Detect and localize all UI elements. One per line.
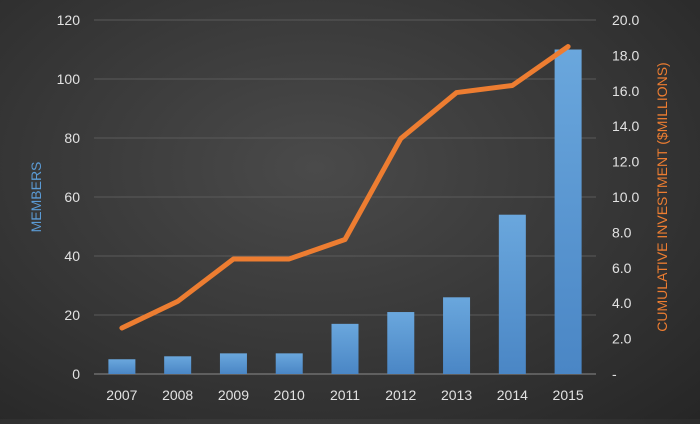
y-axis-left-title: MEMBERS — [28, 162, 44, 233]
bar-2013 — [443, 297, 470, 374]
right-tick-label: 14.0 — [612, 118, 639, 134]
right-tick-label: 2.0 — [612, 331, 632, 347]
right-tick-label: 4.0 — [612, 295, 632, 311]
left-tick-label: 60 — [64, 189, 80, 205]
x-tick-label: 2009 — [218, 387, 249, 403]
bar-2014 — [499, 215, 526, 374]
left-tick-label: 40 — [64, 248, 80, 264]
x-tick-label: 2011 — [330, 387, 360, 403]
right-tick-label: 12.0 — [612, 154, 639, 170]
right-tick-label: 6.0 — [612, 260, 632, 276]
left-tick-label: 0 — [72, 366, 80, 382]
bar-series — [108, 50, 581, 375]
bar-2009 — [220, 353, 247, 374]
bar-2010 — [276, 353, 303, 374]
left-tick-label: 80 — [64, 130, 80, 146]
right-tick-label: 16.0 — [612, 83, 639, 99]
right-axis-ticks: - 2.0 4.0 6.0 8.0 10.0 12.0 14.0 16.0 18.0 20.0 — [612, 12, 639, 382]
right-tick-label: 8.0 — [612, 224, 632, 240]
left-axis-ticks: 0 20 40 60 80 100 120 — [57, 12, 81, 382]
right-tick-label: 10.0 — [612, 189, 639, 205]
x-tick-label: 2014 — [497, 387, 528, 403]
bar-2008 — [164, 356, 191, 374]
x-axis-ticks: 2007 2008 2009 2010 2011 2012 2013 2014 2015 — [106, 387, 584, 403]
bar-2015 — [555, 50, 582, 375]
x-tick-label: 2008 — [162, 387, 193, 403]
x-tick-label: 2010 — [274, 387, 305, 403]
y-axis-right-title: CUMULATIVE INVESTMENT ($MILLIONS) — [654, 62, 670, 331]
left-tick-label: 20 — [64, 307, 80, 323]
x-tick-label: 2012 — [385, 387, 416, 403]
x-tick-label: 2015 — [553, 387, 584, 403]
left-tick-label: 100 — [57, 71, 81, 87]
bar-2012 — [387, 312, 414, 374]
bar-2011 — [332, 324, 359, 374]
x-tick-label: 2007 — [106, 387, 137, 403]
right-tick-label: - — [612, 366, 617, 382]
x-tick-label: 2013 — [441, 387, 472, 403]
right-tick-label: 18.0 — [612, 47, 639, 63]
bar-2007 — [108, 359, 135, 374]
left-tick-label: 120 — [57, 12, 81, 28]
right-tick-label: 20.0 — [612, 12, 639, 28]
